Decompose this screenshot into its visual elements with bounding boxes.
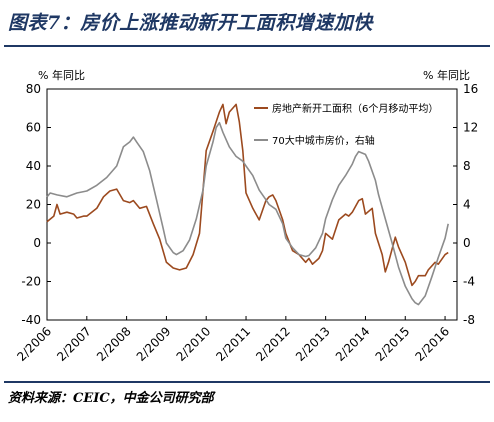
series-line-house-price xyxy=(46,121,449,306)
x-tick-label: 2/2008 xyxy=(94,324,134,364)
x-tick-label: 2/2012 xyxy=(253,324,293,364)
legend-item-house-price-label: 70大中城市房价，右轴 xyxy=(272,134,375,147)
right-tick-label: 0 xyxy=(463,236,471,250)
left-tick-label: 60 xyxy=(26,121,41,135)
left-axis-unit: % 年同比 xyxy=(38,68,85,82)
title-rule xyxy=(4,45,490,47)
x-tick-label: 2/2010 xyxy=(174,324,214,364)
right-tick-label: 4 xyxy=(463,198,471,212)
right-tick-label: 16 xyxy=(463,82,478,96)
right-tick-label: 8 xyxy=(463,159,471,173)
series-line-starts xyxy=(46,103,449,287)
right-tick-label: -4 xyxy=(463,275,475,289)
x-tick-label: 2/2006 xyxy=(14,324,54,364)
left-tick-label: -40 xyxy=(21,313,41,327)
right-tick-label: -8 xyxy=(463,313,475,327)
source-rule xyxy=(4,381,490,383)
chart-title: 图表7：房价上涨推动新开工面积增速加快 xyxy=(8,12,373,34)
x-tick-label: 2/2011 xyxy=(213,324,253,364)
left-tick-label: 0 xyxy=(33,236,41,250)
right-tick-label: 12 xyxy=(463,121,478,135)
left-tick-label: 20 xyxy=(26,198,41,212)
x-tick-label: 2/2015 xyxy=(373,324,413,364)
x-tick-label: 2/2009 xyxy=(134,324,174,364)
left-tick-label: 80 xyxy=(26,82,41,96)
source-note: 资料来源：CEIC，中金公司研究部 xyxy=(8,391,214,406)
left-tick-label: -20 xyxy=(21,275,41,289)
legend-item-starts-label: 房地产新开工面积（6个月移动平均） xyxy=(272,102,438,115)
x-tick-label: 2/2013 xyxy=(293,324,333,364)
x-tick-label: 2/2014 xyxy=(333,324,373,364)
x-tick-label: 2/2007 xyxy=(54,324,94,364)
right-axis-unit: % 年同比 xyxy=(423,68,470,82)
left-tick-label: 40 xyxy=(26,159,41,173)
plot-frame xyxy=(46,88,458,321)
x-tick-label: 2/2016 xyxy=(412,324,452,364)
